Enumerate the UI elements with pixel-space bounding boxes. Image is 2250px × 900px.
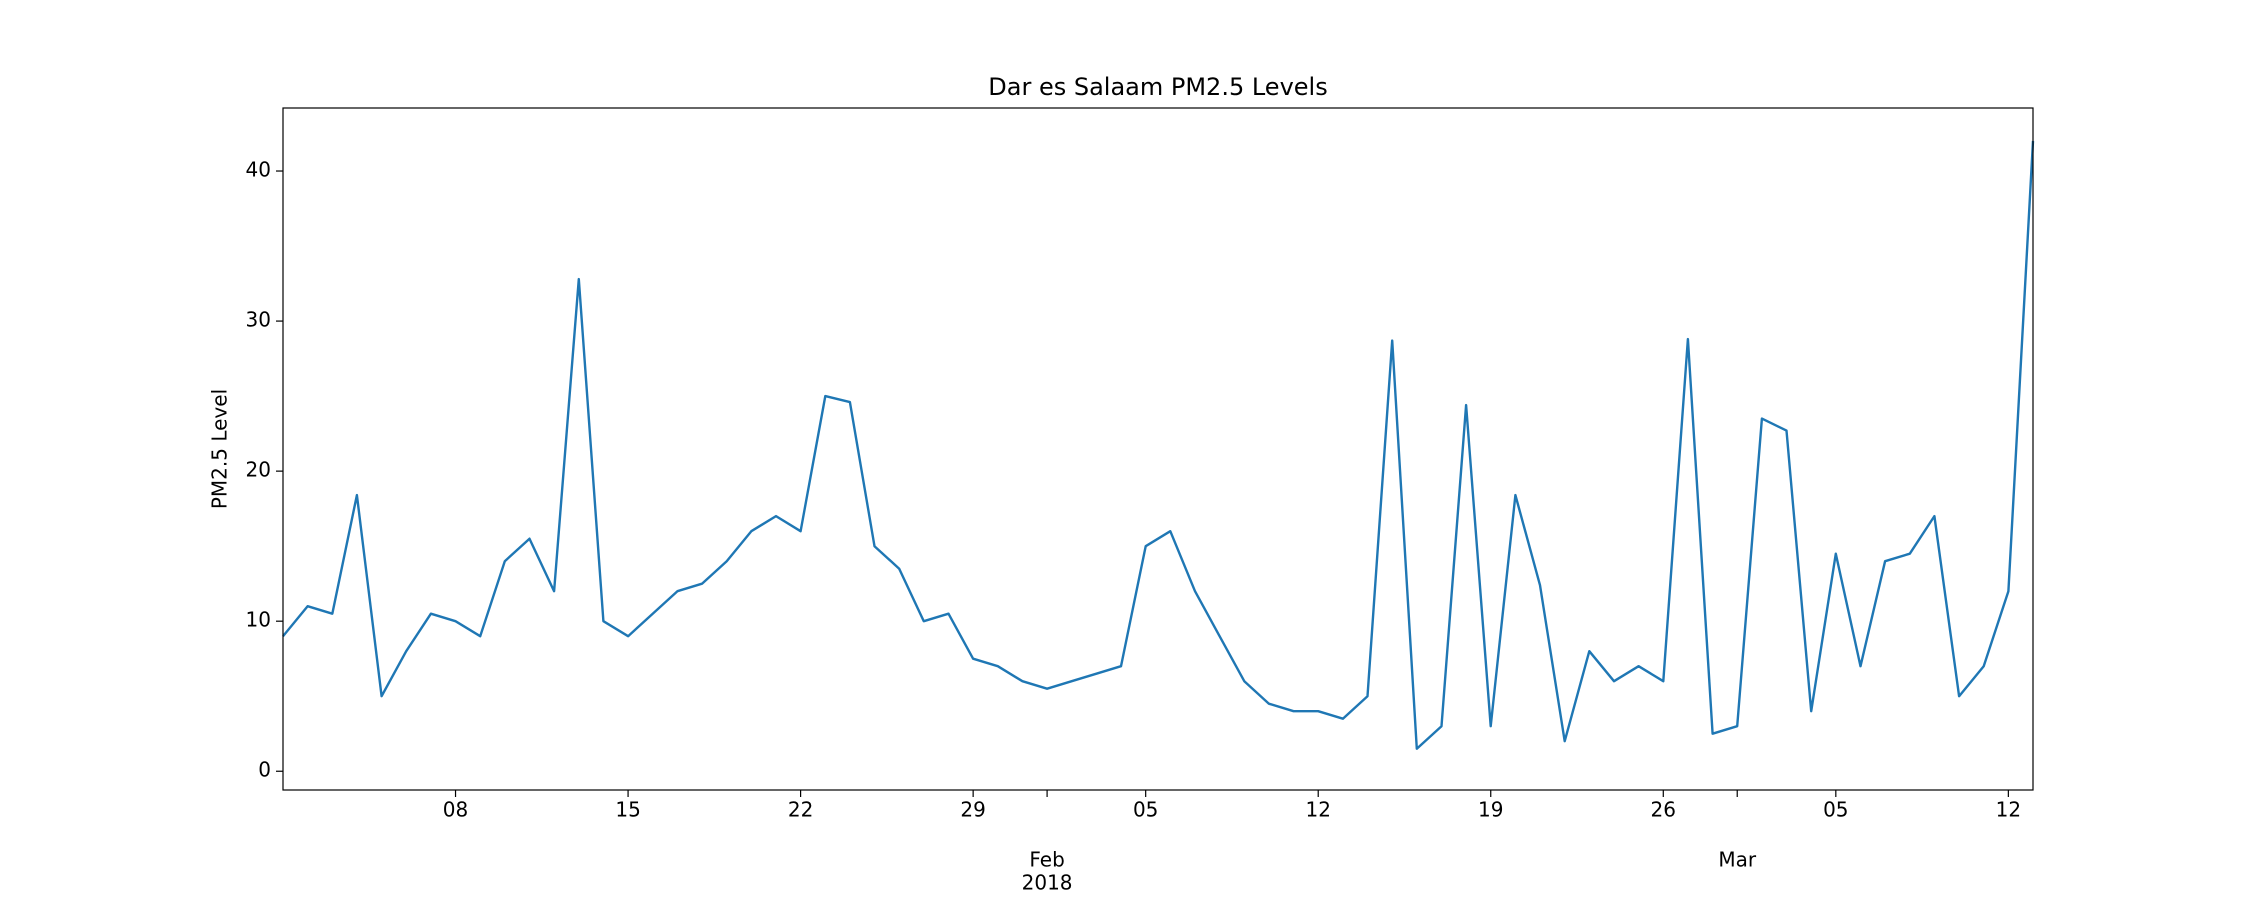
x-tick-label: 29 [960, 798, 985, 822]
plot-frame [282, 107, 2034, 791]
y-tick-label: 20 [246, 458, 271, 482]
x-tick-label: 26 [1651, 798, 1676, 822]
x-tick-label: 05 [1133, 798, 1158, 822]
x-tick-label: 15 [615, 798, 640, 822]
x-tick-label: Mar [1718, 848, 1757, 872]
x-tick-label: 19 [1478, 798, 1503, 822]
y-tick-label: 40 [246, 158, 271, 182]
x-year-label: 2018 [1022, 871, 1073, 895]
x-tick-label: 05 [1823, 798, 1848, 822]
x-tick-label: Feb [1029, 848, 1064, 872]
y-tick-label: 0 [258, 758, 271, 782]
x-tick-label: 22 [788, 798, 813, 822]
series-line [282, 140, 2035, 750]
y-tick-label: 30 [246, 308, 271, 332]
chart-title: Dar es Salaam PM2.5 Levels [988, 73, 1327, 101]
y-axis-label: PM2.5 Level [208, 389, 232, 509]
x-tick-label: 08 [443, 798, 468, 822]
x-tick-label: 12 [1996, 798, 2021, 822]
y-tick-label: 10 [246, 608, 271, 632]
x-tick-label: 12 [1305, 798, 1330, 822]
